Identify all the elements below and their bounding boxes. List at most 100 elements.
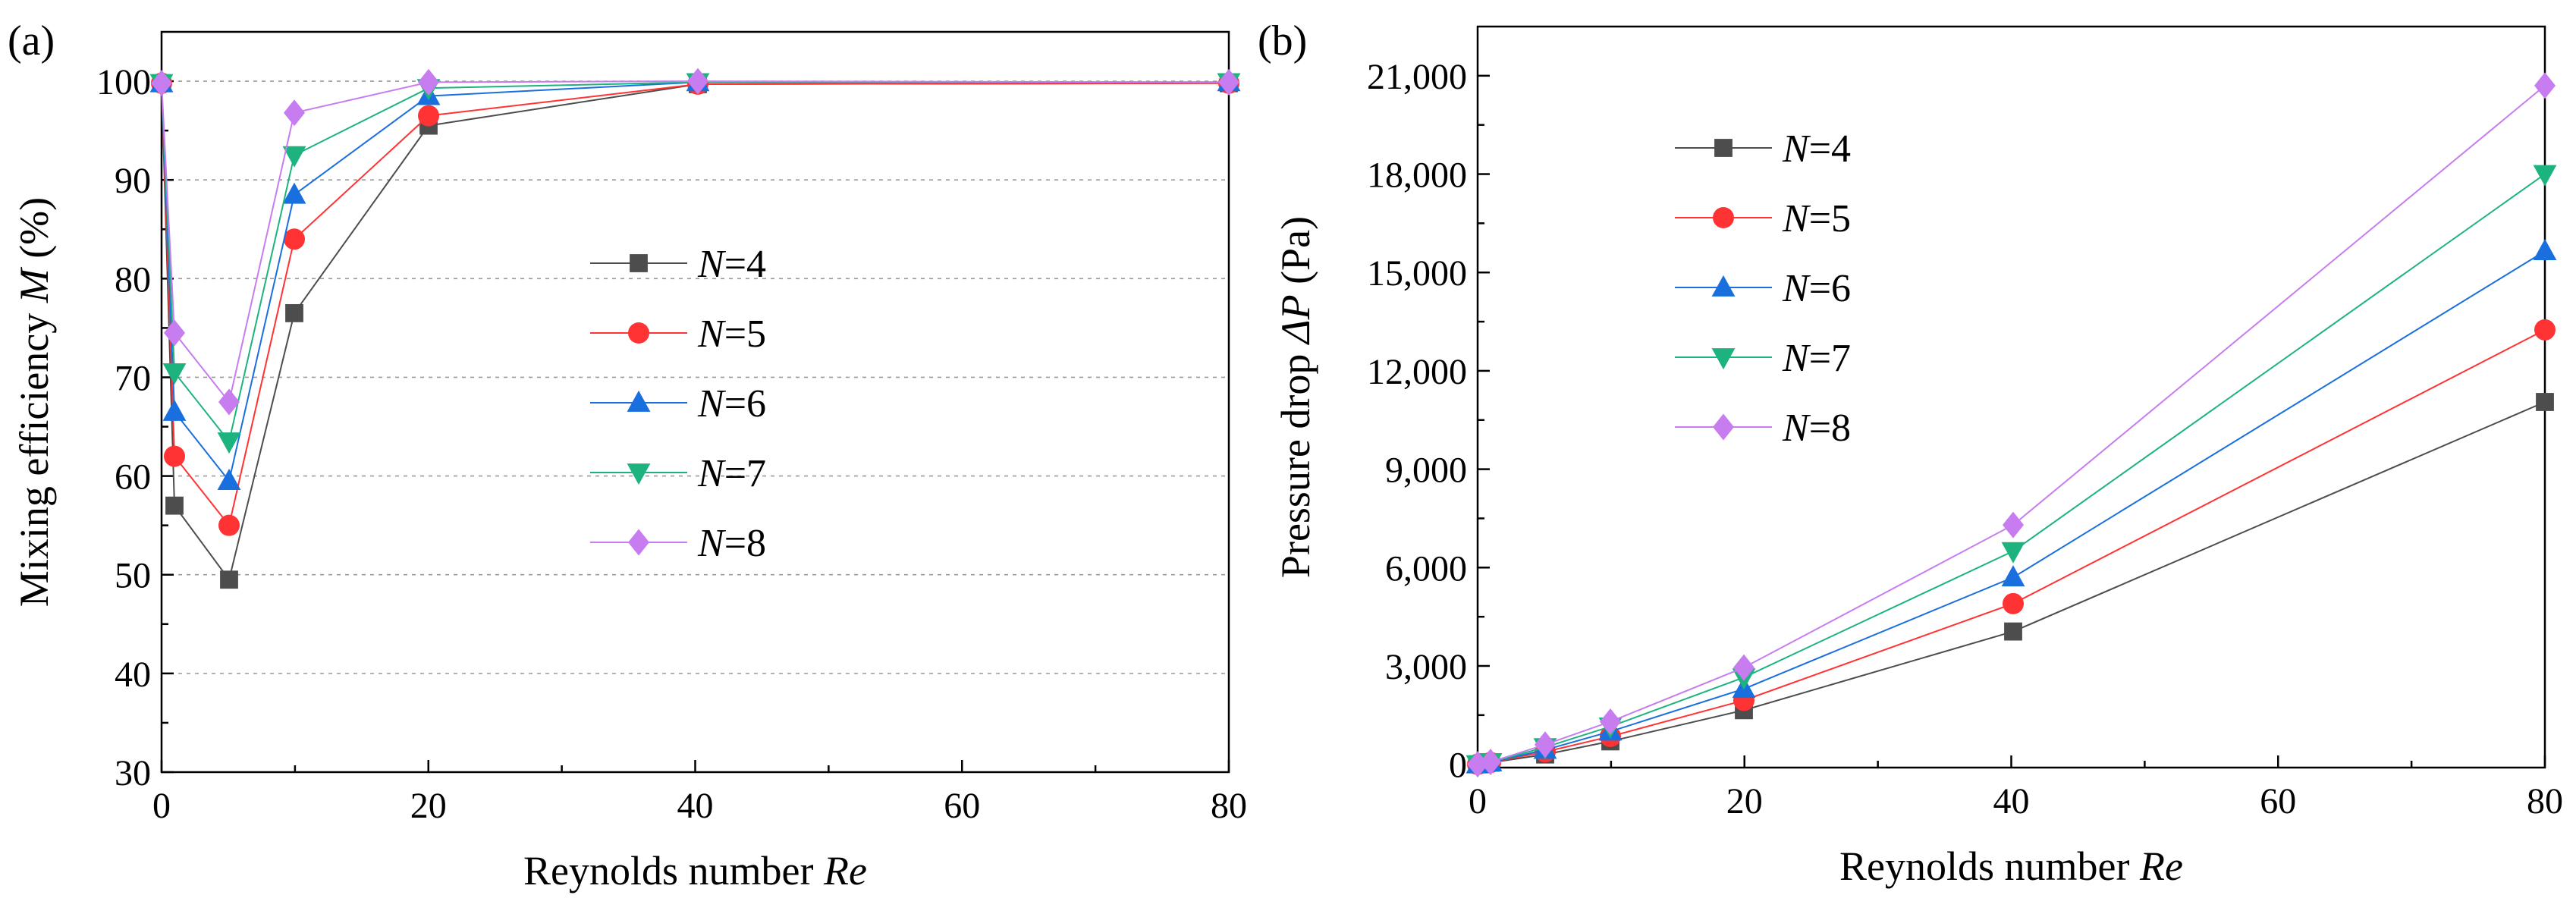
data-point xyxy=(418,68,439,96)
x-tick-label: 40 xyxy=(1993,781,2030,821)
data-point xyxy=(1535,731,1556,758)
legend-label: N=8 xyxy=(1782,407,1851,450)
data-point xyxy=(164,445,185,467)
data-point xyxy=(2003,511,2024,539)
series-line xyxy=(161,82,1230,527)
data-point xyxy=(217,469,241,491)
data-point xyxy=(2001,542,2025,564)
y-tick-label: 40 xyxy=(115,655,151,695)
x-axis-label: Reynolds number Re xyxy=(523,848,867,893)
data-point xyxy=(2004,622,2022,641)
data-point xyxy=(151,70,172,97)
legend-marker xyxy=(628,529,649,556)
series-N-6 xyxy=(1465,239,2557,774)
data-point xyxy=(687,68,708,95)
data-point xyxy=(162,363,187,385)
y-tick-label: 70 xyxy=(115,358,151,398)
x-tick-label: 80 xyxy=(2527,781,2563,821)
series-line xyxy=(1477,173,2546,765)
data-point xyxy=(282,182,306,204)
x-tick-label: 60 xyxy=(944,786,980,826)
data-point xyxy=(164,319,185,347)
x-axis-label: Reynolds number Re xyxy=(1839,843,2183,889)
x-tick-label: 0 xyxy=(1469,781,1487,821)
y-tick-label: 90 xyxy=(115,161,151,201)
data-point xyxy=(2533,239,2557,261)
y-tick-label: 30 xyxy=(115,753,151,793)
data-point xyxy=(1480,749,1501,776)
y-tick-label: 6,000 xyxy=(1385,548,1467,589)
series-N-8 xyxy=(151,68,1239,416)
series-N-5 xyxy=(151,72,1239,536)
x-tick-label: 20 xyxy=(410,786,447,826)
legend-marker xyxy=(1711,348,1736,370)
legend-marker xyxy=(627,463,651,485)
data-point xyxy=(285,303,303,322)
data-point xyxy=(2534,72,2556,99)
legend: N=4 N=5 N=6 N=7 N=8 xyxy=(590,243,766,565)
y-tick-label: 3,000 xyxy=(1385,647,1467,687)
series-line xyxy=(1477,85,2546,765)
series-line xyxy=(161,80,1230,404)
series-N-7 xyxy=(149,73,1241,454)
x-tick-label: 80 xyxy=(1211,786,1247,826)
legend-marker xyxy=(1714,139,1733,157)
legend-marker xyxy=(1713,207,1734,228)
panel-label: (b) xyxy=(1258,17,1307,64)
data-point xyxy=(284,99,305,127)
series-N-6 xyxy=(149,70,1241,491)
data-point xyxy=(2003,592,2024,614)
legend-label: N=7 xyxy=(1782,337,1851,380)
y-tick-label: 60 xyxy=(115,457,151,498)
data-point xyxy=(2001,565,2025,587)
legend-label: N=5 xyxy=(1782,197,1851,240)
legend-label: N=4 xyxy=(697,243,766,286)
x-tick-label: 20 xyxy=(1726,781,1763,821)
x-tick-label: 40 xyxy=(677,786,714,826)
panel-label: (a) xyxy=(8,17,55,64)
data-point xyxy=(217,432,241,454)
y-tick-label: 15,000 xyxy=(1367,253,1467,294)
x-tick-label: 0 xyxy=(152,786,171,826)
data-point xyxy=(220,570,238,589)
series-line xyxy=(1477,250,2546,765)
y-axis-label: Pressure drop ΔP (Pa) xyxy=(1273,216,1318,578)
y-tick-label: 100 xyxy=(96,62,151,102)
legend-label: N=4 xyxy=(1782,127,1851,171)
plot-frame xyxy=(160,30,1230,774)
data-point xyxy=(284,228,305,250)
data-point xyxy=(2536,393,2554,411)
legend-marker xyxy=(628,322,649,344)
chart-panel-b: 0 3,000 6,000 9,000 12,000 15,000 18,000 21,000… xyxy=(1258,17,2563,889)
series-N-7 xyxy=(1465,165,2557,777)
y-tick-label: 18,000 xyxy=(1367,155,1467,196)
y-tick-label: 80 xyxy=(115,259,151,300)
legend-label: N=7 xyxy=(697,452,766,495)
x-tick-label: 60 xyxy=(2260,781,2296,821)
legend-label: N=6 xyxy=(697,382,766,426)
data-point xyxy=(1467,751,1488,778)
series-line xyxy=(161,82,1230,582)
legend-marker xyxy=(1711,275,1736,297)
data-point xyxy=(2533,165,2557,187)
data-point xyxy=(218,388,240,416)
data-point xyxy=(1600,708,1621,735)
data-point xyxy=(1733,654,1755,681)
chart-panel-a: 30 40 50 60 70 80 90 100 0 20 40 60 80 Reynolds numbe… xyxy=(8,17,1247,893)
plot-frame xyxy=(1476,25,2546,769)
legend-label: N=6 xyxy=(1782,267,1851,310)
data-point xyxy=(1218,68,1239,96)
y-tick-label: 0 xyxy=(1449,746,1467,786)
y-tick-label: 21,000 xyxy=(1367,57,1467,97)
series-N-8 xyxy=(1467,72,2556,778)
data-point xyxy=(218,514,240,536)
legend: N=4 N=5 N=6 N=7 N=8 xyxy=(1675,127,1851,450)
legend-label: N=8 xyxy=(697,522,766,565)
y-axis-label: Mixing efficiency M (%) xyxy=(11,197,57,607)
legend-marker xyxy=(1713,413,1734,441)
data-point xyxy=(162,399,187,421)
y-tick-label: 12,000 xyxy=(1367,352,1467,392)
series-N-4 xyxy=(152,74,1238,589)
series-line xyxy=(161,81,1229,444)
